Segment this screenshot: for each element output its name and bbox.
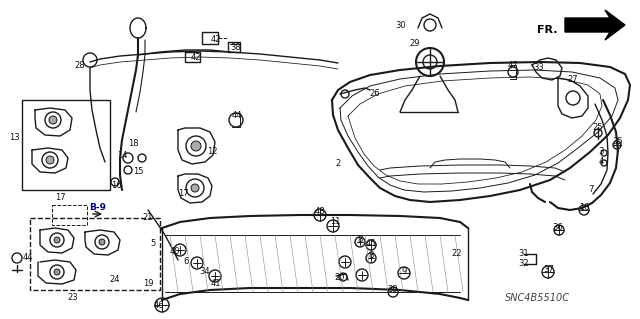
Bar <box>22 100 110 190</box>
Text: 4: 4 <box>598 158 604 167</box>
Circle shape <box>191 184 199 192</box>
Text: 3: 3 <box>598 147 604 157</box>
Text: 10: 10 <box>579 203 589 211</box>
Circle shape <box>191 141 201 151</box>
Text: 26: 26 <box>370 90 380 99</box>
Text: 20: 20 <box>335 273 345 283</box>
Text: 17: 17 <box>54 194 65 203</box>
Text: 29: 29 <box>410 39 420 48</box>
Polygon shape <box>565 10 625 40</box>
Text: 24: 24 <box>109 276 120 285</box>
Text: 27: 27 <box>568 75 579 84</box>
Text: 2: 2 <box>335 159 340 167</box>
Text: 42: 42 <box>211 35 221 44</box>
Text: FR.: FR. <box>538 25 558 35</box>
Text: 34: 34 <box>200 266 211 276</box>
Text: 47: 47 <box>508 62 518 70</box>
Text: B-9: B-9 <box>90 203 106 211</box>
Text: 21: 21 <box>143 213 153 222</box>
Circle shape <box>54 269 60 275</box>
Bar <box>52 205 87 225</box>
Text: 25: 25 <box>593 123 604 132</box>
Text: 44: 44 <box>23 254 33 263</box>
Text: 17: 17 <box>178 189 188 198</box>
Text: SNC4B5510C: SNC4B5510C <box>505 293 570 303</box>
Text: 44: 44 <box>232 110 243 120</box>
Text: 48: 48 <box>315 207 325 217</box>
Text: 30: 30 <box>396 20 406 29</box>
Text: 41: 41 <box>211 279 221 288</box>
Text: 12: 12 <box>207 147 217 157</box>
Text: 40: 40 <box>170 248 180 256</box>
Text: 35: 35 <box>612 137 623 145</box>
Text: 23: 23 <box>68 293 78 302</box>
Text: 37: 37 <box>543 265 554 275</box>
Text: 32: 32 <box>518 259 529 269</box>
Text: 18: 18 <box>128 139 138 149</box>
Text: 36: 36 <box>552 224 563 233</box>
Text: 16: 16 <box>111 182 122 190</box>
Text: 8: 8 <box>357 235 363 244</box>
Text: 7: 7 <box>588 186 594 195</box>
Circle shape <box>49 116 57 124</box>
Text: 42: 42 <box>191 54 201 63</box>
Circle shape <box>99 239 105 245</box>
Text: 45: 45 <box>365 239 376 248</box>
Text: 15: 15 <box>132 167 143 175</box>
Text: 39: 39 <box>388 286 398 294</box>
Text: 9: 9 <box>401 266 406 276</box>
Text: 8: 8 <box>368 251 374 261</box>
Text: 11: 11 <box>330 218 340 226</box>
Text: 38: 38 <box>230 43 241 53</box>
Bar <box>30 218 160 290</box>
Text: 22: 22 <box>452 249 462 257</box>
Text: 5: 5 <box>150 239 156 248</box>
Text: 13: 13 <box>9 133 19 143</box>
Text: 31: 31 <box>518 249 529 258</box>
Text: 14: 14 <box>116 151 127 160</box>
Text: 19: 19 <box>143 279 153 288</box>
Circle shape <box>54 237 60 243</box>
Text: 6: 6 <box>183 257 189 266</box>
Text: 28: 28 <box>75 61 85 70</box>
Text: 46: 46 <box>154 300 164 309</box>
Text: 33: 33 <box>534 63 545 72</box>
Circle shape <box>46 156 54 164</box>
